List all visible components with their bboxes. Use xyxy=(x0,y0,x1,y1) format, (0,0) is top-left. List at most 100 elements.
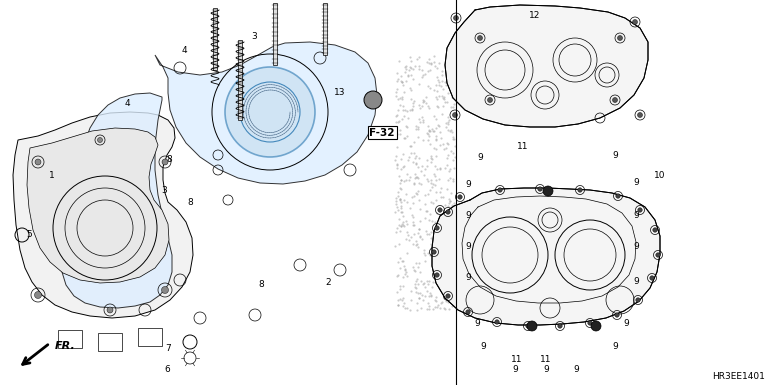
Point xyxy=(444,85,456,92)
Point xyxy=(431,197,443,203)
Point xyxy=(421,131,433,137)
Point xyxy=(408,181,420,187)
Point xyxy=(445,82,458,88)
Point xyxy=(449,229,461,236)
Point xyxy=(405,72,418,78)
Point xyxy=(391,96,404,102)
Point xyxy=(434,142,446,149)
Point xyxy=(416,67,428,74)
Text: 5: 5 xyxy=(26,230,32,239)
Point xyxy=(390,89,402,95)
Point xyxy=(424,187,436,193)
Point xyxy=(399,267,411,273)
Point xyxy=(396,116,408,122)
Point xyxy=(400,218,412,224)
Circle shape xyxy=(446,294,450,298)
Point xyxy=(434,305,446,311)
Point xyxy=(418,246,430,253)
Point xyxy=(441,145,453,151)
Point xyxy=(443,306,455,312)
Point xyxy=(401,221,413,228)
Point xyxy=(390,201,402,207)
Point xyxy=(431,74,444,80)
Point xyxy=(439,287,451,293)
Point xyxy=(389,194,401,201)
Circle shape xyxy=(614,313,619,317)
Point xyxy=(431,166,443,172)
Point xyxy=(429,173,441,179)
Point xyxy=(410,122,422,129)
Point xyxy=(405,106,418,112)
Point xyxy=(423,293,435,299)
Point xyxy=(399,269,411,275)
Circle shape xyxy=(488,97,492,102)
Point xyxy=(418,284,431,290)
Point xyxy=(407,103,419,109)
Point xyxy=(406,107,418,114)
Point xyxy=(429,254,441,261)
Point xyxy=(420,228,432,234)
Point xyxy=(431,254,444,261)
Point xyxy=(432,122,444,128)
Point xyxy=(410,190,422,196)
Point xyxy=(401,232,414,238)
Point xyxy=(391,165,403,171)
Point xyxy=(404,288,417,294)
Point xyxy=(405,65,418,71)
Point xyxy=(423,231,435,238)
Point xyxy=(418,293,431,299)
Text: 9: 9 xyxy=(633,276,639,286)
Point xyxy=(411,134,424,140)
Point xyxy=(394,177,407,183)
Point xyxy=(398,107,410,113)
Point xyxy=(429,62,441,69)
Point xyxy=(447,93,459,99)
Point xyxy=(404,107,416,113)
Point xyxy=(404,174,417,180)
Point xyxy=(400,78,412,84)
Point xyxy=(408,139,420,145)
Text: 9: 9 xyxy=(543,365,549,374)
Point xyxy=(405,297,418,303)
Point xyxy=(391,78,403,84)
Point xyxy=(441,284,454,290)
Point xyxy=(404,306,416,313)
Point xyxy=(423,126,435,132)
Text: 9: 9 xyxy=(633,242,639,251)
Point xyxy=(428,171,441,177)
Point xyxy=(441,254,453,260)
Bar xyxy=(98,333,122,351)
Point xyxy=(419,251,431,258)
Circle shape xyxy=(656,253,661,257)
Point xyxy=(399,69,411,75)
Point xyxy=(392,193,404,199)
Point xyxy=(391,271,404,278)
Point xyxy=(400,66,412,72)
Point xyxy=(391,208,404,214)
Point xyxy=(420,100,432,106)
Point xyxy=(394,73,407,79)
Point xyxy=(412,164,424,170)
Point xyxy=(393,222,405,228)
Point xyxy=(444,198,457,204)
Point xyxy=(411,241,423,247)
Point xyxy=(394,95,406,101)
Point xyxy=(427,128,439,134)
Point xyxy=(413,295,425,301)
Point xyxy=(446,129,458,135)
Point xyxy=(437,86,449,92)
Point xyxy=(391,297,404,303)
Point xyxy=(408,155,421,161)
Point xyxy=(416,103,428,109)
Point xyxy=(445,247,458,253)
Point xyxy=(434,231,446,238)
Point xyxy=(390,152,402,159)
Point xyxy=(429,232,441,238)
Point xyxy=(447,176,459,182)
Point xyxy=(436,261,448,267)
Point xyxy=(434,248,447,254)
Circle shape xyxy=(498,188,502,192)
Point xyxy=(417,97,429,103)
Point xyxy=(393,173,405,179)
Point xyxy=(407,159,419,166)
